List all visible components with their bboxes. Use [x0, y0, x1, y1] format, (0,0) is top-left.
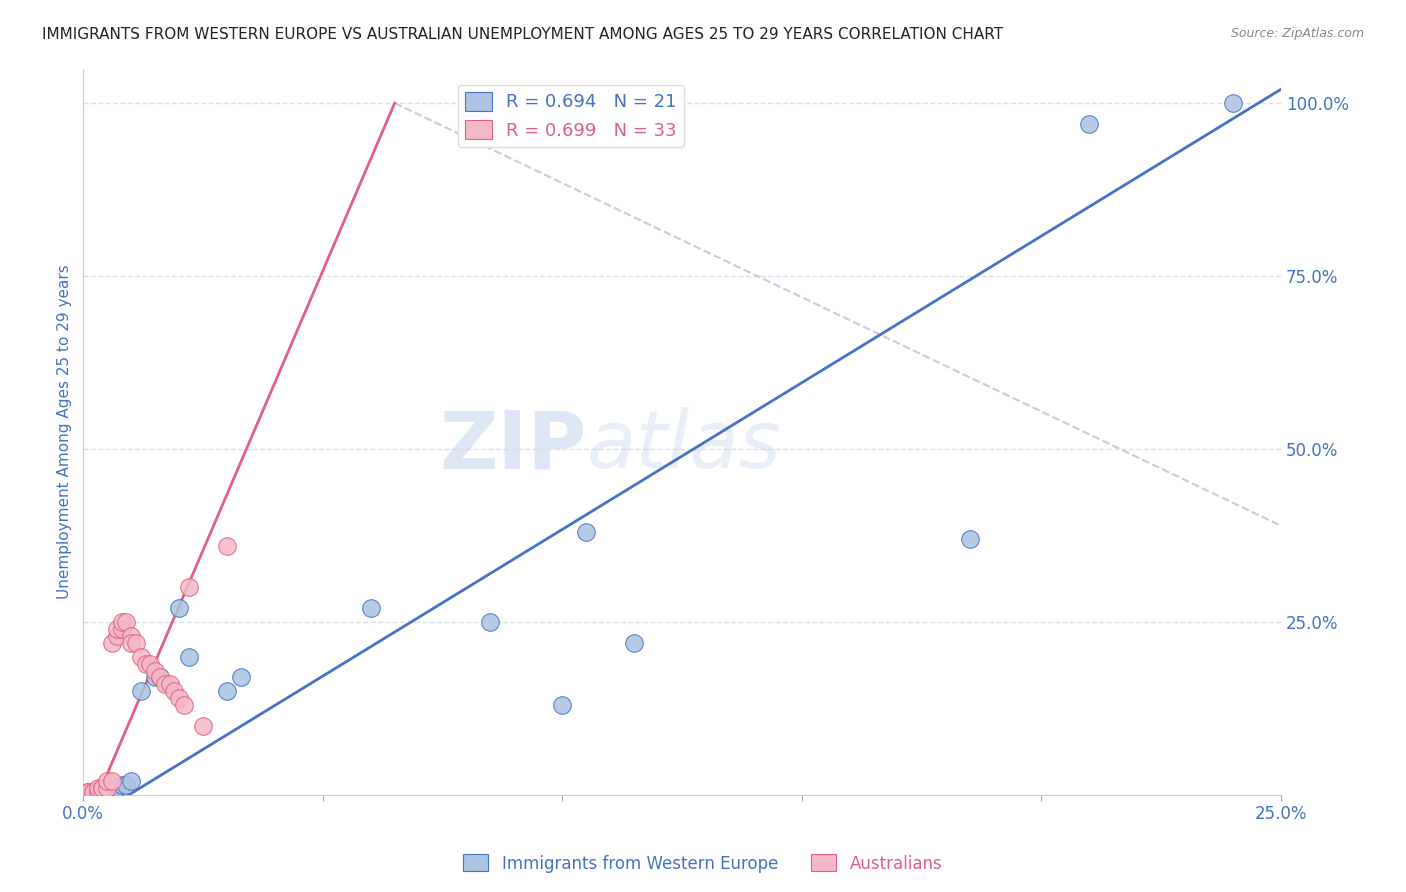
- Point: [231, 670, 253, 684]
- Point: [1078, 117, 1101, 131]
- Point: [575, 525, 598, 540]
- Point: [77, 784, 100, 798]
- Point: [82, 784, 104, 798]
- Point: [125, 636, 148, 650]
- Point: [120, 774, 142, 789]
- Point: [163, 684, 186, 698]
- Text: ZIP: ZIP: [439, 408, 586, 485]
- Point: [191, 719, 214, 733]
- Point: [135, 657, 157, 671]
- Point: [177, 649, 200, 664]
- Point: [101, 774, 124, 789]
- Point: [77, 784, 100, 798]
- Point: [91, 784, 114, 798]
- Point: [149, 670, 172, 684]
- Point: [86, 784, 108, 798]
- Point: [105, 629, 128, 643]
- Point: [82, 784, 104, 798]
- Point: [177, 581, 200, 595]
- Point: [110, 622, 132, 636]
- Point: [479, 615, 502, 629]
- Point: [96, 774, 118, 789]
- Legend: Immigrants from Western Europe, Australians: Immigrants from Western Europe, Australi…: [457, 847, 949, 880]
- Point: [120, 636, 142, 650]
- Legend: R = 0.694   N = 21, R = 0.699   N = 33: R = 0.694 N = 21, R = 0.699 N = 33: [457, 85, 685, 147]
- Point: [120, 629, 142, 643]
- Point: [623, 636, 645, 650]
- Point: [110, 778, 132, 792]
- Point: [129, 684, 152, 698]
- Point: [77, 784, 100, 798]
- Point: [139, 657, 162, 671]
- Point: [86, 784, 108, 798]
- Point: [143, 670, 166, 684]
- Point: [91, 781, 114, 796]
- Point: [149, 670, 172, 684]
- Point: [110, 615, 132, 629]
- Point: [215, 539, 238, 553]
- Y-axis label: Unemployment Among Ages 25 to 29 years: Unemployment Among Ages 25 to 29 years: [58, 264, 72, 599]
- Point: [959, 532, 981, 546]
- Point: [167, 691, 190, 706]
- Point: [96, 781, 118, 796]
- Point: [173, 698, 195, 712]
- Point: [96, 781, 118, 796]
- Point: [1222, 96, 1244, 111]
- Point: [159, 677, 181, 691]
- Point: [86, 781, 108, 796]
- Point: [129, 649, 152, 664]
- Point: [101, 781, 124, 796]
- Point: [115, 615, 138, 629]
- Point: [101, 636, 124, 650]
- Point: [551, 698, 574, 712]
- Text: atlas: atlas: [586, 408, 782, 485]
- Point: [167, 601, 190, 615]
- Point: [91, 781, 114, 796]
- Point: [215, 684, 238, 698]
- Text: Source: ZipAtlas.com: Source: ZipAtlas.com: [1230, 27, 1364, 40]
- Text: IMMIGRANTS FROM WESTERN EUROPE VS AUSTRALIAN UNEMPLOYMENT AMONG AGES 25 TO 29 YE: IMMIGRANTS FROM WESTERN EUROPE VS AUSTRA…: [42, 27, 1004, 42]
- Point: [115, 778, 138, 792]
- Point: [105, 622, 128, 636]
- Point: [105, 781, 128, 796]
- Point: [143, 664, 166, 678]
- Point: [360, 601, 382, 615]
- Point: [153, 677, 176, 691]
- Point: [647, 130, 669, 145]
- Point: [82, 784, 104, 798]
